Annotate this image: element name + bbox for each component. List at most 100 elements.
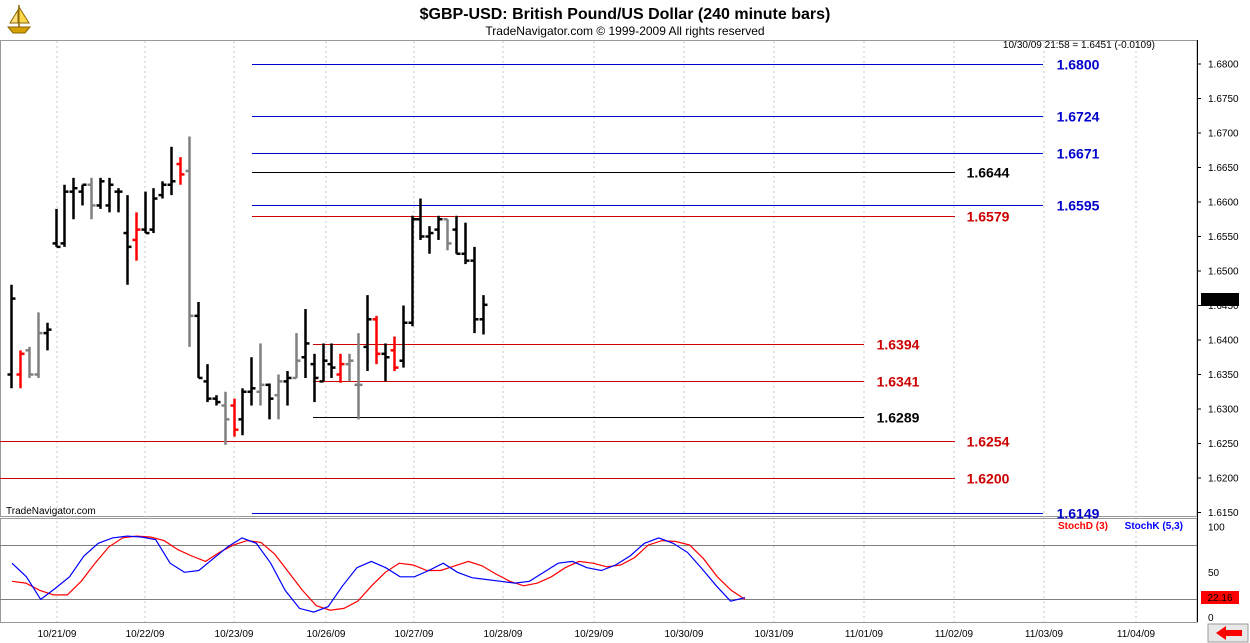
level-label: 1.6671 — [1057, 146, 1100, 162]
ohlc-bar — [185, 136, 194, 347]
date-label: 10/26/09 — [307, 629, 346, 640]
ohlc-bar — [149, 188, 158, 234]
ohlc-bar — [479, 295, 488, 335]
ohlc-bar — [399, 305, 408, 368]
date-label: 10/30/09 — [665, 629, 704, 640]
last-stoch-box — [1201, 591, 1239, 604]
ohlc-bar — [114, 188, 123, 213]
ohlc-bar — [301, 308, 310, 378]
ohlc-bar — [60, 184, 69, 247]
date-label: 10/29/09 — [575, 629, 614, 640]
price-tick-label: 1.6700 — [1208, 129, 1239, 140]
ohlc-bar — [34, 312, 43, 378]
price-tick-label: 1.6600 — [1208, 198, 1239, 209]
ohlc-bars — [7, 136, 488, 445]
level-label: 1.6724 — [1057, 109, 1100, 125]
legend-stochk: StochK (5,3) — [1125, 521, 1183, 532]
stoch-tick-label: 0 — [1208, 613, 1214, 624]
price-tick-label: 1.6500 — [1208, 267, 1239, 278]
level-label: 1.6644 — [967, 165, 1010, 181]
last-quote: 10/30/09 21:58 = 1.6451 (-0.0109) — [1003, 40, 1155, 51]
price-tick-label: 1.6450 — [1208, 301, 1239, 312]
legend-stochd: StochD (3) — [1058, 521, 1108, 532]
ohlc-bar — [461, 222, 470, 265]
date-label: 10/27/09 — [395, 629, 434, 640]
price-tick-label: 1.6350 — [1208, 370, 1239, 381]
stochk-line — [11, 535, 746, 613]
ship-logo-icon — [6, 5, 32, 34]
date-label: 10/28/09 — [484, 629, 523, 640]
watermark: TradeNavigator.com — [6, 506, 96, 517]
price-tick-label: 1.6550 — [1208, 232, 1239, 243]
ohlc-bar — [336, 353, 345, 383]
ohlc-bar — [25, 346, 34, 378]
ohlc-bar — [470, 246, 479, 334]
date-label: 11/01/09 — [845, 629, 884, 640]
level-label: 1.6394 — [877, 337, 920, 353]
axes: 10/21/09 10/22/09 10/23/09 10/26/09 10/27/09… — [0, 40, 1239, 640]
ohlc-bar — [43, 322, 52, 351]
ohlc-bar — [452, 215, 461, 255]
date-label: 11/04/09 — [1117, 629, 1156, 640]
ohlc-bar — [7, 284, 16, 389]
ohlc-bar — [52, 208, 61, 249]
ohlc-bar — [78, 183, 87, 206]
date-label: 10/21/09 — [38, 629, 77, 640]
level-label: 1.6200 — [967, 471, 1010, 487]
price-tick-label: 1.6800 — [1208, 60, 1239, 71]
ohlc-bar — [87, 177, 96, 220]
ohlc-bar — [176, 157, 185, 185]
red-left-arrow-icon[interactable] — [1207, 623, 1249, 643]
ohlc-bar — [256, 343, 265, 406]
level-label: 1.6595 — [1057, 198, 1100, 214]
ohlc-bar — [221, 391, 230, 445]
ohlc-bar — [238, 388, 247, 436]
ohlc-bar — [408, 215, 417, 327]
stochastic-panel: 100 50 0 — [0, 523, 1225, 624]
ohlc-bar — [443, 218, 452, 251]
ohlc-bar — [345, 353, 354, 382]
price-tick-label: 1.6250 — [1208, 439, 1239, 450]
last-price-box — [1201, 293, 1239, 306]
ohlc-bar — [354, 333, 363, 420]
price-tick-label: 1.6200 — [1208, 474, 1239, 485]
stoch-tick-label: 100 — [1208, 523, 1225, 534]
date-label: 10/31/09 — [755, 629, 794, 640]
ohlc-bar — [132, 212, 141, 261]
ohlc-bar — [194, 302, 203, 380]
copyright-line: TradeNavigator.com © 1999-2009 All right… — [485, 24, 764, 38]
ohlc-bar — [292, 333, 301, 380]
ohlc-bar — [167, 146, 176, 196]
support-resistance-levels: 1.6800 1.6724 1.6671 1.6644 1.6595 1.6579 1.63… — [0, 57, 1100, 522]
chart-grid — [0, 40, 1198, 623]
price-tick-label: 1.6750 — [1208, 94, 1239, 105]
ohlc-bar — [425, 226, 434, 254]
ohlc-bar — [390, 336, 399, 372]
ohlc-bar — [230, 398, 239, 437]
ohlc-bar — [319, 343, 328, 383]
ohlc-bar — [212, 395, 221, 406]
date-label: 10/22/09 — [126, 629, 165, 640]
ohlc-bar — [203, 364, 212, 403]
ohlc-bar — [69, 177, 78, 220]
ohlc-bar — [372, 315, 381, 365]
ohlc-bar — [158, 181, 167, 199]
ohlc-bar — [96, 177, 105, 209]
price-tick-label: 1.6150 — [1208, 508, 1239, 519]
level-label: 1.6579 — [967, 209, 1010, 225]
ohlc-bar — [247, 357, 256, 406]
ohlc-bar — [16, 350, 25, 389]
ohlc-bar — [283, 371, 292, 406]
level-label: 1.6341 — [877, 374, 920, 390]
level-label: 1.6800 — [1057, 57, 1100, 73]
date-label: 11/03/09 — [1025, 629, 1064, 640]
ohlc-bar — [123, 195, 132, 285]
level-label: 1.6149 — [1057, 506, 1100, 522]
ohlc-bar — [265, 383, 274, 420]
stoch-tick-label: 50 — [1208, 568, 1220, 579]
date-label: 10/23/09 — [215, 629, 254, 640]
level-label: 1.6289 — [877, 410, 920, 426]
ohlc-bar — [327, 343, 336, 378]
ohlc-bar — [381, 343, 390, 382]
